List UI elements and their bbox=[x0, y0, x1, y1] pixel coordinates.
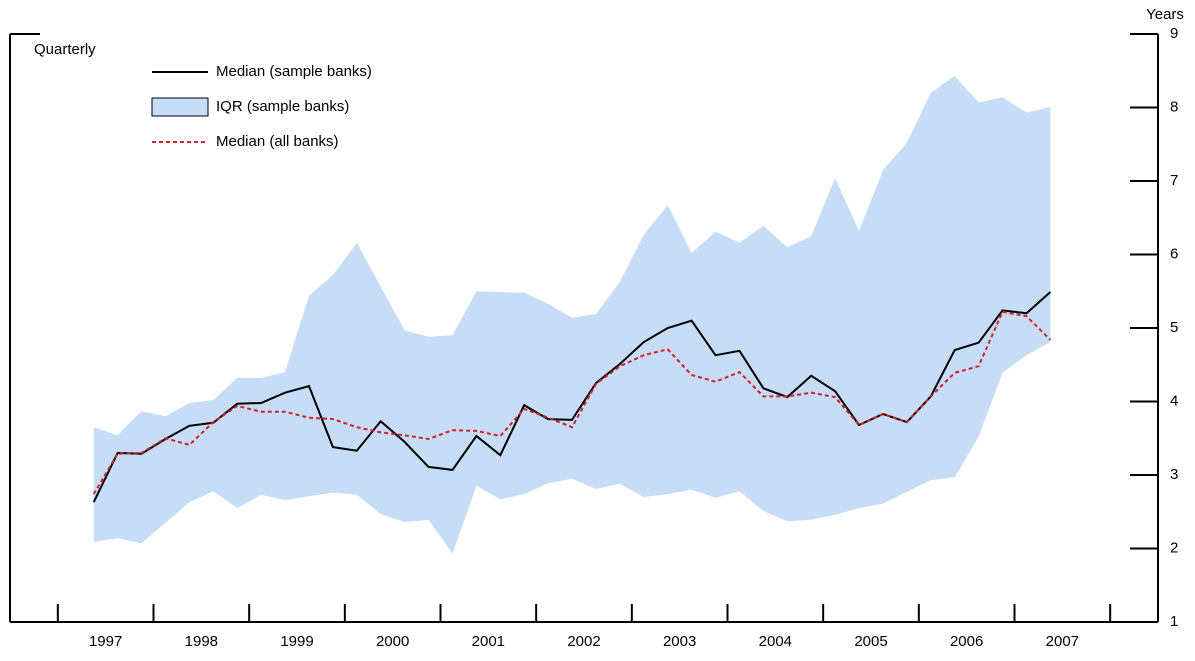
legend-label: Median (all banks) bbox=[216, 133, 339, 150]
x-tick-label: 2001 bbox=[472, 633, 505, 650]
y-tick-label: 7 bbox=[1170, 172, 1178, 189]
y-tick-label: 3 bbox=[1170, 466, 1178, 483]
y-tick-label: 6 bbox=[1170, 245, 1178, 262]
y-tick-label: 9 bbox=[1170, 25, 1178, 42]
x-tick-label: 1997 bbox=[89, 633, 122, 650]
x-tick-label: 2007 bbox=[1046, 633, 1079, 650]
y-axis-label: Years bbox=[1146, 6, 1184, 23]
legend-label: Median (sample banks) bbox=[216, 63, 372, 80]
x-tick-label: 2004 bbox=[759, 633, 792, 650]
annotation: Quarterly bbox=[34, 41, 96, 58]
plot-data bbox=[92, 75, 1052, 554]
y-tick-label: 8 bbox=[1170, 98, 1178, 115]
legend-swatch bbox=[151, 97, 209, 117]
iqr-band bbox=[93, 75, 1051, 554]
y-tick-label: 1 bbox=[1170, 613, 1178, 630]
x-tick-label: 2006 bbox=[950, 633, 983, 650]
x-tick-label: 2005 bbox=[854, 633, 887, 650]
x-tick-label: 1999 bbox=[280, 633, 313, 650]
x-tick-label: 2002 bbox=[567, 633, 600, 650]
legend-label: IQR (sample banks) bbox=[216, 98, 349, 115]
y-tick-label: 5 bbox=[1170, 319, 1178, 336]
x-tick-label: 2000 bbox=[376, 633, 409, 650]
y-tick-label: 2 bbox=[1170, 539, 1178, 556]
legend: Median (sample banks) IQR (sample banks) M… bbox=[151, 63, 372, 150]
x-tick-label: 1998 bbox=[185, 633, 218, 650]
line bbox=[92, 310, 1052, 495]
line bbox=[92, 291, 1052, 503]
y-tick-label: 4 bbox=[1170, 392, 1178, 409]
x-tick-label: 2003 bbox=[663, 633, 696, 650]
